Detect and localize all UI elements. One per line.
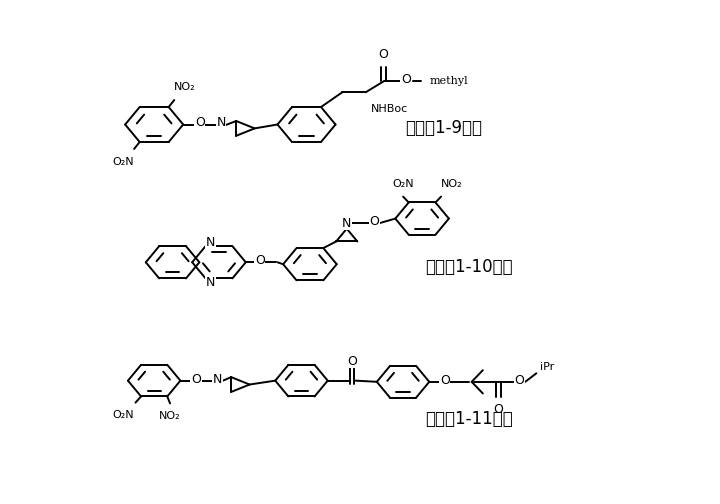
Text: O: O (515, 374, 525, 387)
Text: ，式（1-11）。: ，式（1-11）。 (425, 410, 513, 428)
Text: ，式（1-9）；: ，式（1-9）； (405, 119, 482, 138)
Text: N: N (206, 235, 215, 248)
Text: N: N (217, 116, 226, 130)
Text: O: O (191, 372, 201, 386)
Text: methyl: methyl (429, 77, 468, 86)
Text: O: O (379, 48, 389, 61)
Text: NO₂: NO₂ (159, 411, 181, 421)
Text: NO₂: NO₂ (441, 179, 463, 189)
Text: NHBoc: NHBoc (372, 104, 408, 114)
Text: O: O (255, 254, 265, 267)
Text: O: O (440, 374, 450, 387)
Text: N: N (212, 372, 222, 386)
Text: O: O (493, 403, 503, 416)
Text: O: O (401, 74, 411, 86)
Text: O₂N: O₂N (392, 179, 414, 189)
Text: N: N (206, 276, 215, 289)
Text: O₂N: O₂N (112, 157, 134, 167)
Text: ，式（1-10）；: ，式（1-10）； (425, 258, 513, 276)
Text: O: O (369, 215, 379, 228)
Text: N: N (342, 217, 351, 230)
Text: NO₂: NO₂ (174, 82, 196, 92)
Text: O: O (347, 355, 356, 368)
Text: O: O (195, 116, 205, 130)
Text: O₂N: O₂N (113, 410, 135, 420)
Text: iPr: iPr (540, 362, 554, 372)
